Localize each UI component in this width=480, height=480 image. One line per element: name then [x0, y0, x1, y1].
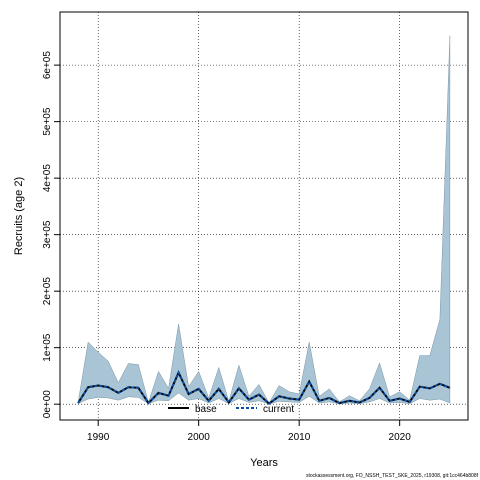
x-tick-label: 2010 [288, 432, 311, 443]
y-axis: 0e+00 1e+05 2e+05 3e+05 4e+05 5e+05 6e+05 [42, 51, 60, 419]
y-tick-label: 4e+05 [42, 164, 53, 193]
x-tick-label: 1990 [87, 432, 110, 443]
plot-frame [59, 11, 469, 421]
y-tick-label: 3e+05 [42, 220, 53, 249]
y-tick-label: 0e+00 [42, 390, 53, 419]
y-tick-label: 6e+05 [42, 51, 53, 80]
legend-base-label: base [195, 404, 217, 415]
y-tick-label: 1e+05 [42, 333, 53, 362]
x-axis-title: Years [250, 457, 278, 469]
series-lines [77, 370, 451, 405]
legend: base current [168, 404, 294, 415]
legend-current-label: current [263, 404, 294, 415]
y-axis-title: Recruits (age 2) [13, 177, 25, 255]
y-tick-label: 5e+05 [42, 107, 53, 136]
x-axis: 1990 2000 2010 2020 [87, 420, 411, 443]
grid-lines [60, 12, 468, 420]
confidence-interval-band [77, 35, 451, 405]
x-tick-label: 2000 [188, 432, 211, 443]
series-line-current [77, 370, 451, 405]
footer-text: stockassessment.org, FO_NSSH_TEST_SKE_20… [306, 473, 479, 479]
x-tick-label: 2020 [389, 432, 412, 443]
y-tick-label: 2e+05 [42, 277, 53, 306]
